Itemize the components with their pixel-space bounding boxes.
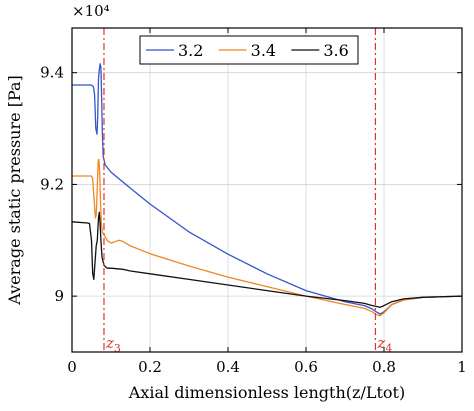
grid <box>71 28 463 352</box>
y-tick-label: 9.4 <box>40 64 64 82</box>
x-tick-label: 0.6 <box>294 358 318 376</box>
annotation-label-z3: z3 <box>105 334 121 355</box>
x-tick-label: 1 <box>457 358 467 376</box>
series-lines <box>71 63 463 317</box>
plot-frame <box>71 27 463 353</box>
legend-label-3.6: 3.6 <box>323 41 348 60</box>
tick-labels: 0 0.2 0.4 0.6 0.8 1 9 9.2 9.4 <box>40 64 467 376</box>
y-tick-label: 9 <box>54 287 64 305</box>
x-tick-label: 0.4 <box>216 358 240 376</box>
x-tick-label: 0 <box>67 358 77 376</box>
legend: 3.2 3.4 3.6 <box>139 35 359 65</box>
legend-label-3.2: 3.2 <box>178 41 203 60</box>
legend-label-3.4: 3.4 <box>251 41 276 60</box>
annotation-label-z4: z4 <box>376 334 392 355</box>
y-axis-label: Average static pressure [Pa] <box>5 75 24 306</box>
x-axis-label: Axial dimensionless length(z/Ltot) <box>128 383 405 402</box>
series-line-3.2 <box>72 63 463 315</box>
x-tick-label: 0.2 <box>138 358 162 376</box>
series-line-3.6 <box>71 211 463 308</box>
ticks <box>71 28 463 352</box>
y-multiplier-label: ×10⁴ <box>72 2 110 20</box>
legend-box <box>139 35 359 65</box>
annotations: z3 z4 <box>103 28 392 355</box>
series-line-3.4 <box>72 158 463 317</box>
y-tick-label: 9.2 <box>40 175 64 193</box>
x-tick-label: 0.8 <box>372 358 396 376</box>
